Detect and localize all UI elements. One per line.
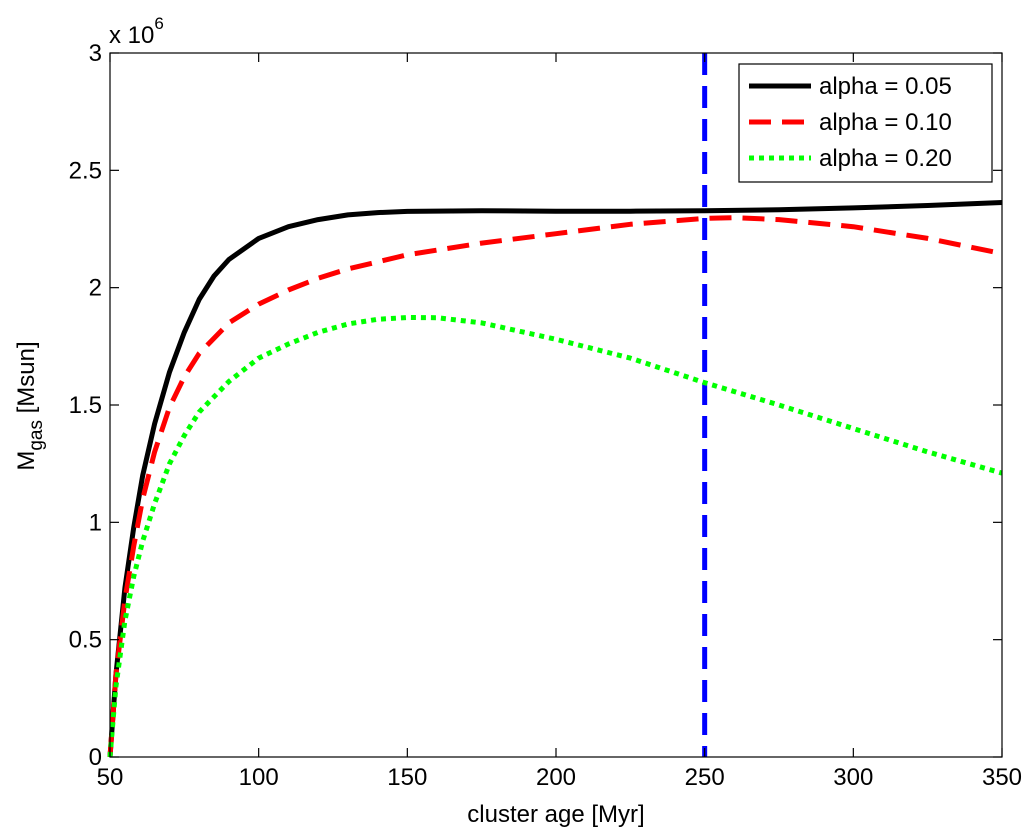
y-axis-label-sub: gas (26, 420, 47, 451)
x-tick-label-150: 150 (387, 764, 427, 791)
legend-label-3: alpha = 0.20 (819, 145, 952, 172)
ticks-layer: 50 100 150 200 250 300 350 0 0.5 1 1.5 2 2.5 3 (69, 40, 1022, 791)
y-tick-label-2: 2 (89, 275, 102, 302)
legend-label-2: alpha = 0.10 (819, 109, 952, 136)
series-line-1 (107, 200, 1003, 758)
x-tick-label-100: 100 (239, 764, 279, 791)
y-axis-label: Mgas [Msun] (13, 341, 47, 470)
x-tick-label-350: 350 (982, 764, 1022, 791)
legend-label-1: alpha = 0.05 (819, 73, 952, 100)
y-tick-label-2.5: 2.5 (69, 157, 102, 184)
y-tick-label-0.5: 0.5 (69, 627, 102, 654)
x-tick-label-50: 50 (97, 764, 124, 791)
y-tick-label-3: 3 (89, 40, 102, 67)
y-axis-label-main: M (13, 451, 40, 471)
y-multiplier-exponent: 6 (154, 14, 163, 33)
x-tick-label-250: 250 (685, 764, 725, 791)
y-tick-label-0: 0 (89, 744, 102, 771)
x-axis-label: cluster age [Myr] (467, 801, 644, 828)
y-tick-label-1: 1 (89, 509, 102, 536)
y-multiplier-base: x 10 (109, 22, 154, 49)
y-axis-label-suffix: [Msun] (13, 341, 40, 420)
series-layer (107, 53, 1003, 758)
x-tick-label-300: 300 (833, 764, 873, 791)
y-multiplier: x 106 (109, 14, 164, 49)
series-line-3 (107, 315, 1003, 758)
y-tick-label-1.5: 1.5 (69, 392, 102, 419)
x-tick-label-200: 200 (536, 764, 576, 791)
legend: alpha = 0.05 alpha = 0.10 alpha = 0.20 (738, 63, 993, 183)
